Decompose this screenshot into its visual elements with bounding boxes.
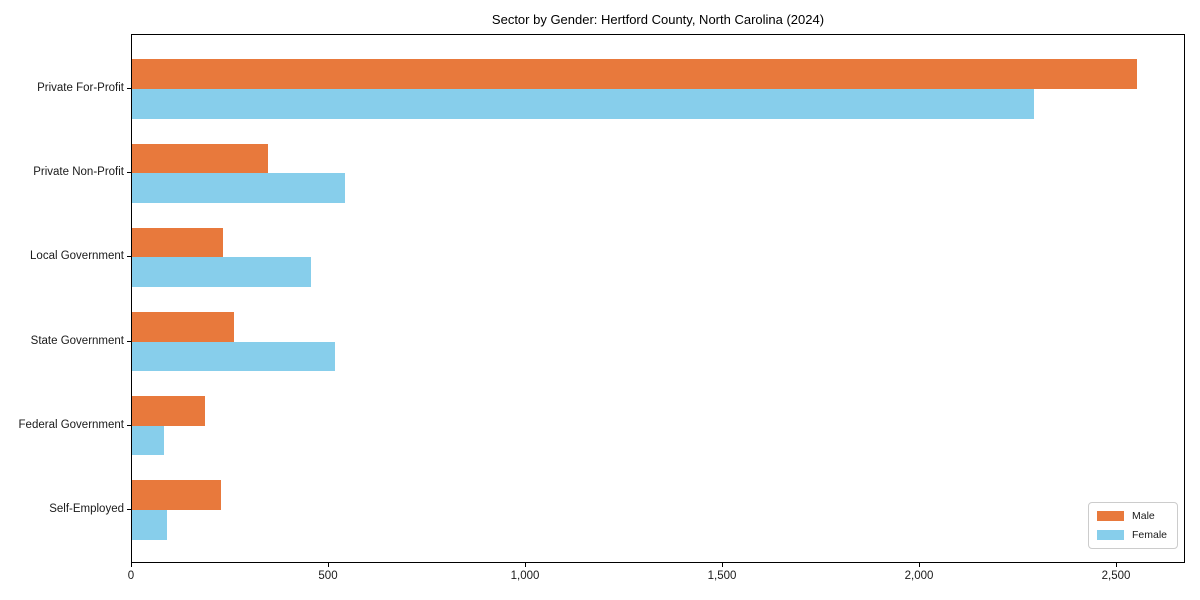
x-tick (722, 563, 724, 567)
y-axis-label: Private For-Profit (37, 82, 124, 94)
legend-item-male: Male (1096, 510, 1167, 522)
bar-female-5 (132, 425, 164, 456)
y-tick (127, 340, 131, 342)
x-axis-label: 1,000 (510, 570, 540, 582)
legend: Male Female (1087, 502, 1178, 549)
x-axis-label: 2,000 (904, 570, 934, 582)
x-tick (919, 563, 921, 567)
legend-swatch-male (1096, 511, 1124, 521)
bar-female-3 (132, 257, 312, 288)
bar-male-5 (132, 396, 205, 426)
x-tick (525, 563, 527, 567)
x-axis-label: 0 (127, 570, 135, 582)
legend-swatch-female (1096, 530, 1124, 540)
bar-male-1 (132, 59, 1137, 89)
x-axis-label: 2,500 (1101, 570, 1131, 582)
bar-male-4 (132, 311, 235, 342)
bar-male-6 (132, 480, 221, 510)
bar-female-6 (132, 510, 168, 540)
x-tick (328, 563, 329, 567)
x-tick (131, 563, 132, 567)
y-tick (127, 88, 131, 89)
bar-female-1 (132, 89, 1035, 119)
x-axis-label: 500 (318, 570, 338, 582)
y-tick (127, 424, 131, 426)
y-tick (127, 172, 131, 174)
legend-label-female: Female (1131, 529, 1167, 541)
y-axis-label: Federal Government (18, 418, 124, 431)
y-axis-label: Local Government (30, 250, 124, 263)
bar-male-3 (132, 227, 223, 258)
bar-male-2 (132, 143, 268, 174)
y-axis-label: State Government (30, 334, 124, 347)
chart-title: Sector by Gender: Hertford County, North… (491, 12, 825, 27)
bar-female-2 (132, 173, 345, 203)
legend-item-female: Female (1096, 529, 1167, 541)
y-tick (127, 256, 131, 258)
bar-female-4 (132, 341, 335, 372)
y-axis-label: Self-Employed (49, 503, 124, 515)
x-axis-label: 1,500 (707, 570, 737, 582)
y-tick (127, 509, 131, 510)
x-tick (1116, 563, 1118, 567)
y-axis-label: Private Non-Profit (33, 166, 124, 179)
plot-area: Male Female (131, 34, 1185, 563)
legend-label-male: Male (1131, 510, 1155, 522)
